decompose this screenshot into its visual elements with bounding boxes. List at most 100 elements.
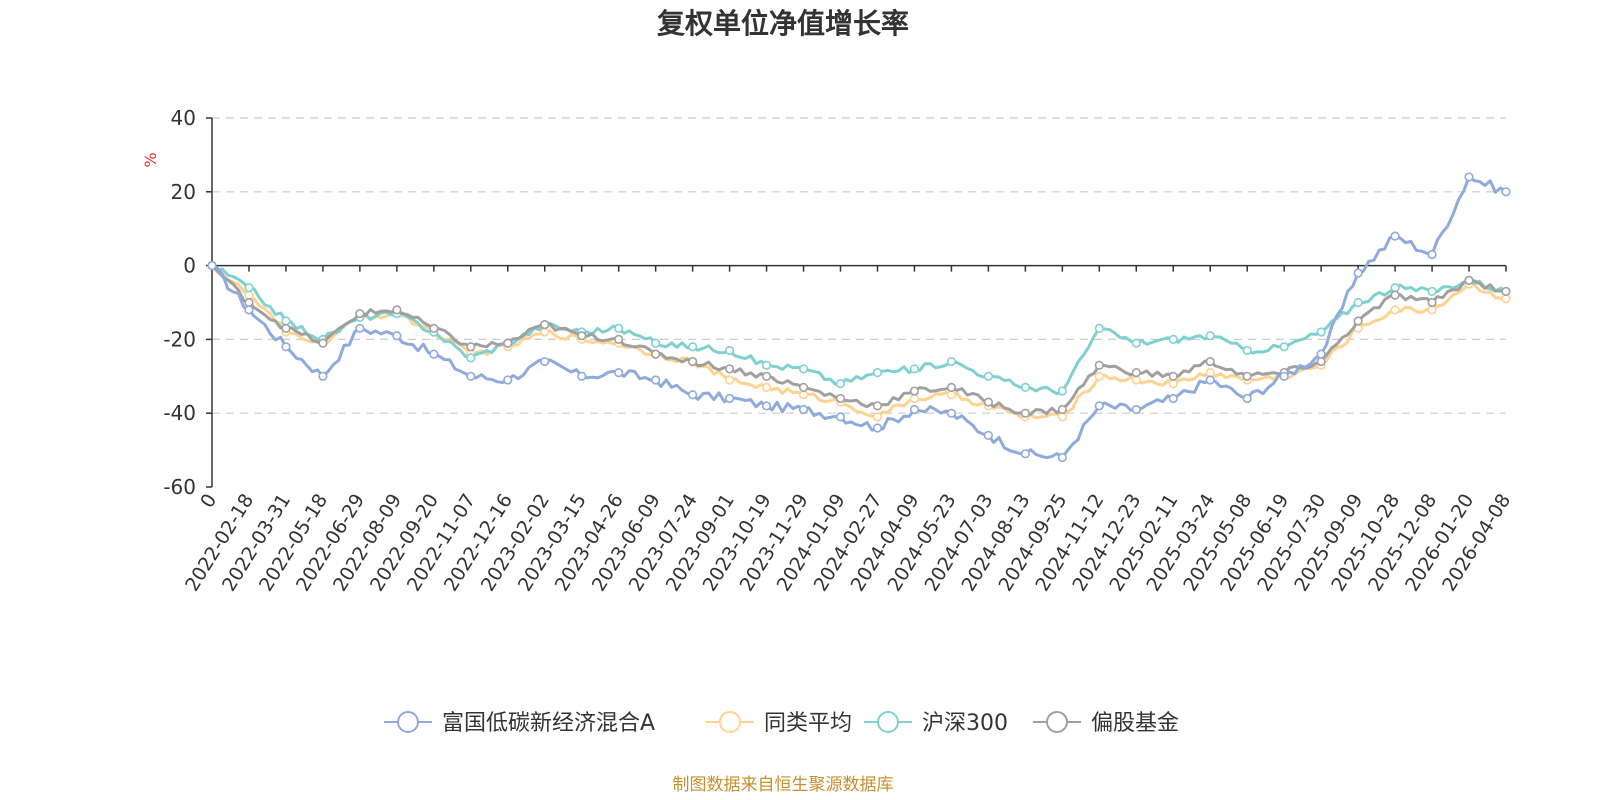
data-point <box>946 408 957 418</box>
data-point <box>1353 316 1363 326</box>
data-point <box>651 338 661 348</box>
data-point <box>1168 393 1178 404</box>
data-point <box>946 356 957 367</box>
data-point <box>1390 305 1400 315</box>
legend-marker-icon <box>1046 711 1068 733</box>
data-point <box>724 364 735 374</box>
data-point <box>1168 371 1178 381</box>
data-point <box>1057 412 1067 422</box>
data-point <box>392 331 402 341</box>
data-point <box>1131 338 1141 348</box>
data-point <box>577 331 587 341</box>
data-point <box>1205 331 1215 341</box>
data-point <box>724 375 735 385</box>
legend[interactable]: 富国低碳新经济混合A 同类平均 沪深300 偏股基金 <box>384 711 1179 736</box>
data-point <box>503 338 513 348</box>
data-point <box>1427 305 1437 315</box>
data-point <box>909 364 920 374</box>
data-point <box>614 368 624 378</box>
data-point <box>429 349 439 359</box>
y-tick-label: 20 <box>171 180 196 204</box>
data-point <box>724 345 735 356</box>
data-point <box>1242 345 1252 356</box>
legend-label: 偏股基金 <box>1091 711 1179 736</box>
data-point <box>1353 268 1363 278</box>
data-point <box>1242 371 1252 381</box>
data-point <box>983 371 994 381</box>
data-point <box>1131 404 1141 415</box>
data-point <box>724 393 735 404</box>
data-point <box>872 368 883 378</box>
data-point <box>983 397 994 407</box>
data-point <box>761 360 772 370</box>
data-point <box>429 323 439 333</box>
legend-marker-icon <box>719 711 741 733</box>
legend-marker-icon <box>397 711 419 733</box>
data-point <box>1279 371 1289 381</box>
data-point <box>1390 231 1400 241</box>
data-point <box>1205 375 1215 385</box>
legend-label: 富国低碳新经济混合A <box>442 711 655 736</box>
data-point <box>1057 386 1067 396</box>
data-point <box>1242 393 1252 404</box>
y-tick-label: -60 <box>163 475 196 499</box>
data-point <box>1131 368 1141 378</box>
data-point <box>392 305 402 315</box>
data-point <box>1131 375 1141 385</box>
data-point <box>1168 379 1178 389</box>
data-point <box>281 342 291 352</box>
data-point <box>1279 342 1289 352</box>
data-point <box>761 401 772 411</box>
axes: 40200-20-40-6002022-02-182022-03-312022-… <box>163 106 1515 595</box>
data-point <box>466 371 476 381</box>
data-point <box>355 323 365 333</box>
data-point <box>798 404 809 415</box>
data-point <box>540 356 550 367</box>
legend-item[interactable]: 沪深300 <box>864 711 1008 736</box>
data-point <box>1316 349 1326 359</box>
data-point <box>1464 172 1474 182</box>
data-point <box>946 382 957 392</box>
legend-item[interactable]: 偏股基金 <box>1033 711 1179 736</box>
y-axis-label: % <box>141 152 160 167</box>
data-point <box>835 379 846 389</box>
y-tick-label: 40 <box>171 106 196 130</box>
data-point <box>946 390 957 400</box>
series-lines <box>207 172 1511 463</box>
data-point <box>1057 404 1067 415</box>
legend-item[interactable]: 富国低碳新经济混合A <box>384 711 655 736</box>
data-point <box>761 382 772 392</box>
data-point <box>909 404 920 415</box>
x-tick-label: 0 <box>196 490 221 512</box>
data-point <box>1094 401 1104 411</box>
data-point <box>1094 371 1104 381</box>
data-point <box>688 356 698 367</box>
series-line <box>210 264 1507 420</box>
series-line <box>211 264 1507 396</box>
data-point <box>577 371 587 381</box>
data-point <box>244 283 254 293</box>
data-point <box>1205 368 1215 378</box>
data-point <box>1427 286 1437 297</box>
data-point <box>1057 452 1067 463</box>
data-point <box>244 290 254 300</box>
data-point <box>281 316 291 326</box>
data-point <box>651 375 661 385</box>
data-point <box>1390 290 1400 300</box>
data-point <box>318 371 328 381</box>
data-point <box>207 261 217 271</box>
y-tick-label: 0 <box>183 254 196 278</box>
data-point <box>1464 275 1474 285</box>
data-point <box>1316 356 1326 367</box>
data-point <box>1316 327 1326 337</box>
data-point <box>281 323 291 333</box>
data-point <box>1427 249 1437 260</box>
legend-item[interactable]: 同类平均 <box>706 711 852 736</box>
data-point <box>355 308 365 319</box>
data-point <box>1020 449 1030 459</box>
source-note: 制图数据来自恒生聚源数据库 <box>673 775 894 795</box>
data-point <box>1020 382 1030 392</box>
y-tick-label: -40 <box>163 401 196 425</box>
data-point <box>466 342 476 352</box>
data-point <box>540 320 550 330</box>
